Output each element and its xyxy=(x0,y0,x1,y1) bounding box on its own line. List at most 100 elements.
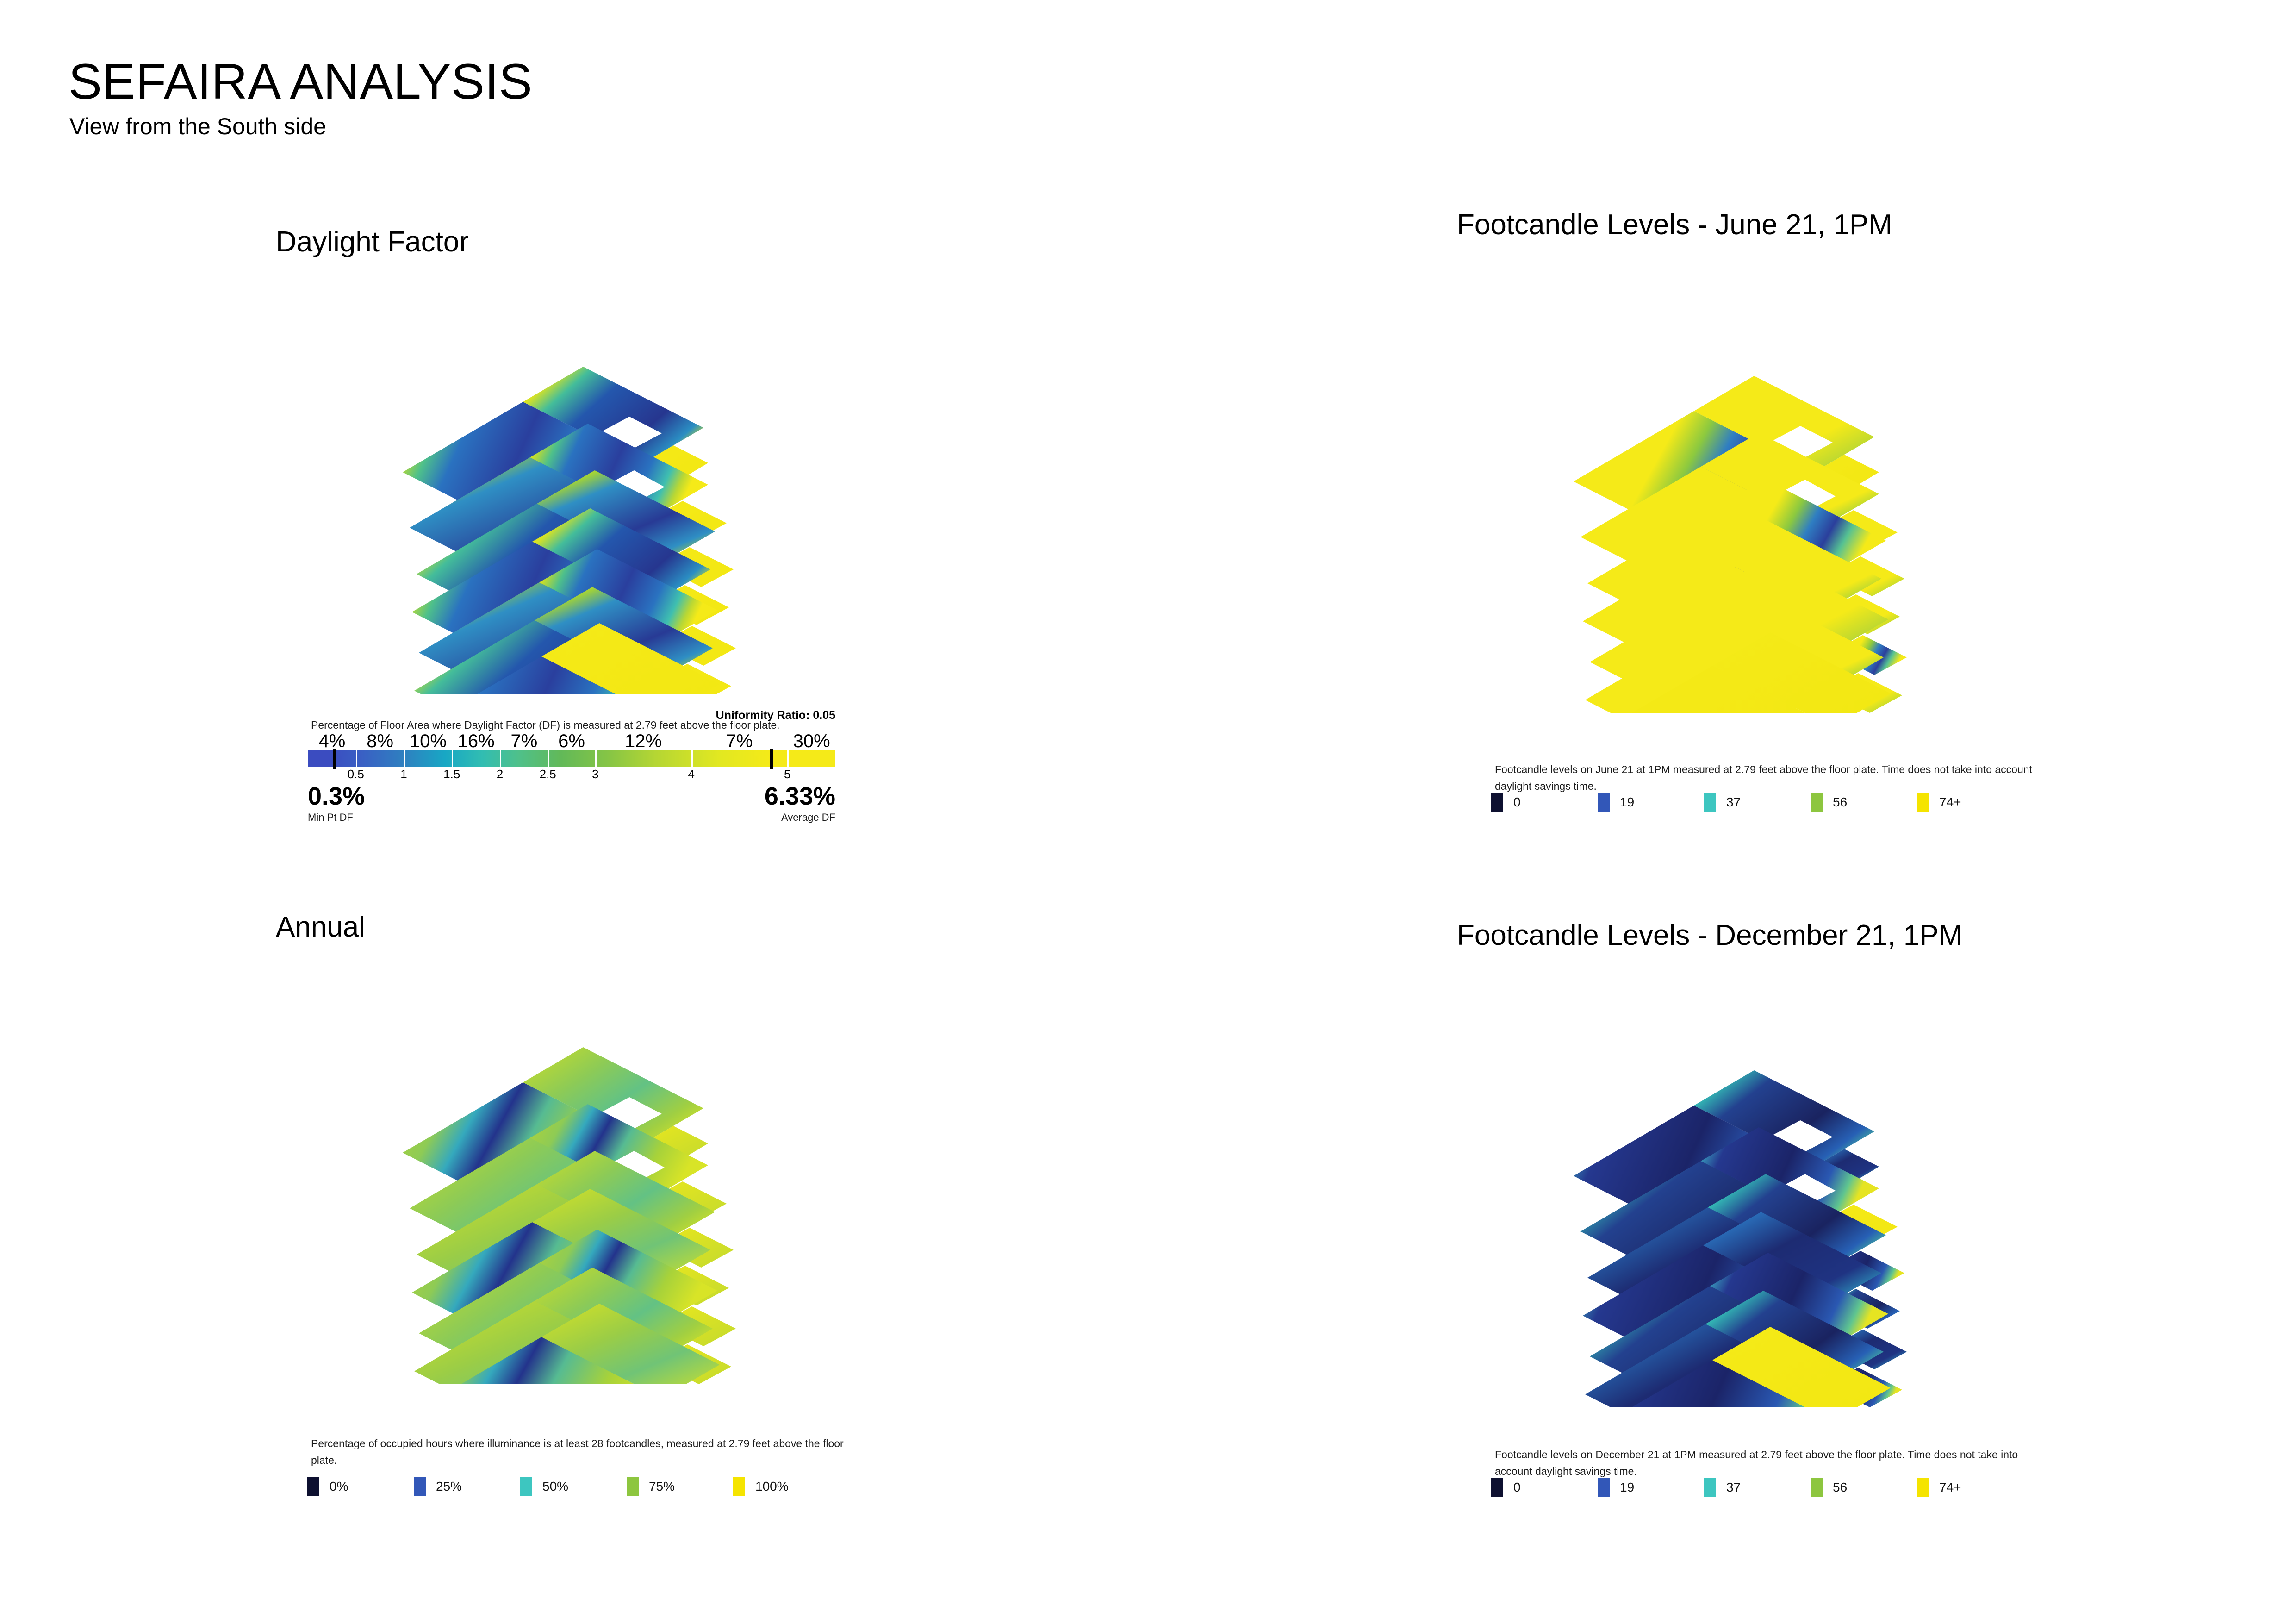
average-value: 6.33% xyxy=(764,782,835,810)
panel-title-daylight-factor: Daylight Factor xyxy=(276,226,469,258)
legend-item: 19 xyxy=(1598,793,1704,812)
colorbar-separator xyxy=(595,750,597,767)
colorbar-endpoint-labels: Min Pt DF Average DF xyxy=(308,812,835,826)
legend-label: 19 xyxy=(1620,1480,1635,1494)
legend-label: 56 xyxy=(1833,1480,1848,1494)
legend-swatch-icon xyxy=(307,1477,319,1496)
colorbar-separator xyxy=(548,750,549,767)
caption-daylight-factor: Percentage of Floor Area where Daylight … xyxy=(311,719,780,731)
legend-item: 100% xyxy=(733,1477,840,1496)
legend-swatch-icon xyxy=(1598,1478,1610,1497)
bin-pct-label: 12% xyxy=(625,731,662,751)
legend-label: 37 xyxy=(1726,795,1741,809)
legend-annual: 0% 25% 50% 75% 100% xyxy=(307,1477,840,1496)
tick-label: 4 xyxy=(688,767,695,781)
legend-label: 25% xyxy=(436,1479,462,1493)
legend-label: 56 xyxy=(1833,795,1848,809)
colorbar-percent-labels: Uniformity Ratio: 0.05 4% 8% 10% 16% 7% … xyxy=(308,709,835,751)
model-footcandle-december xyxy=(1555,1037,1925,1407)
legend-item: 37 xyxy=(1704,1478,1811,1497)
legend-label: 50% xyxy=(542,1479,569,1493)
model-daylight-factor xyxy=(384,324,754,694)
legend-label: 74+ xyxy=(1939,1480,1961,1494)
colorbar-separator xyxy=(499,750,501,767)
daylight-factor-colorbar: Uniformity Ratio: 0.05 4% 8% 10% 16% 7% … xyxy=(308,709,835,826)
legend-item: 0 xyxy=(1491,1478,1598,1497)
floor-plate-stack-annual xyxy=(403,1047,736,1384)
floor-plate xyxy=(460,1304,720,1384)
legend-swatch-icon xyxy=(520,1477,532,1496)
legend-item: 37 xyxy=(1704,793,1811,812)
legend-swatch-icon xyxy=(1704,793,1716,812)
tick-label: 1 xyxy=(400,767,407,781)
legend-label: 19 xyxy=(1620,795,1635,809)
colorbar-separator xyxy=(404,750,405,767)
tick-label: 2.5 xyxy=(539,767,556,781)
legend-item: 0% xyxy=(307,1477,414,1496)
tick-label: 0.5 xyxy=(347,767,364,781)
legend-item: 56 xyxy=(1811,1478,1917,1497)
model-footcandle-june xyxy=(1555,343,1925,713)
legend-swatch-icon xyxy=(1917,1478,1929,1497)
legend-swatch-icon xyxy=(627,1477,639,1496)
colorbar-endpoint-values: 0.3% 6.33% xyxy=(308,784,835,812)
legend-swatch-icon xyxy=(1811,793,1823,812)
min-point-label: Min Pt DF xyxy=(308,812,353,823)
legend-swatch-icon xyxy=(414,1477,426,1496)
page-title: SEFAIRA ANALYSIS xyxy=(68,53,533,109)
legend-swatch-icon xyxy=(1598,793,1610,812)
floor-plate-stack-december xyxy=(1574,1070,1907,1407)
legend-label: 75% xyxy=(649,1479,675,1493)
legend-item: 50% xyxy=(520,1477,627,1496)
legend-swatch-icon xyxy=(1491,1478,1503,1497)
min-point-value: 0.3% xyxy=(308,782,365,810)
tick-label: 5 xyxy=(784,767,791,781)
bin-pct-label: 30% xyxy=(793,731,830,751)
legend-label: 74+ xyxy=(1939,795,1961,809)
floor-plate-stack-df xyxy=(403,367,736,694)
colorbar-separator xyxy=(355,750,357,767)
bin-pct-label: 7% xyxy=(726,731,753,751)
legend-swatch-icon xyxy=(1917,793,1929,812)
legend-label: 37 xyxy=(1726,1480,1741,1494)
legend-item: 74+ xyxy=(1917,1478,2023,1497)
legend-label: 100% xyxy=(755,1479,789,1493)
floor-plate-stack-june xyxy=(1574,376,1907,713)
colorbar-tick-labels: 0.5 1 1.5 2 2.5 3 4 5 xyxy=(308,767,835,784)
bin-pct-label: 16% xyxy=(457,731,495,751)
legend-swatch-icon xyxy=(1811,1478,1823,1497)
colorbar-separator xyxy=(787,750,789,767)
caption-footcandle-december: Footcandle levels on December 21 at 1PM … xyxy=(1495,1449,2018,1477)
legend-swatch-icon xyxy=(1491,793,1503,812)
colorbar-separator xyxy=(691,750,693,767)
legend-label: 0 xyxy=(1513,795,1521,809)
legend-swatch-icon xyxy=(1704,1478,1716,1497)
floor-plate xyxy=(1631,1327,1891,1407)
tick-label: 3 xyxy=(592,767,599,781)
bin-pct-label: 4% xyxy=(318,731,346,751)
legend-item: 75% xyxy=(627,1477,733,1496)
legend-footcandle-december: 0 19 37 56 74+ xyxy=(1491,1478,2023,1497)
model-annual xyxy=(384,1014,754,1384)
floor-plate xyxy=(1631,632,1891,713)
bin-pct-label: 8% xyxy=(367,731,394,751)
legend-item: 25% xyxy=(414,1477,520,1496)
caption-annual: Percentage of occupied hours where illum… xyxy=(311,1437,844,1466)
legend-item: 19 xyxy=(1598,1478,1704,1497)
colorbar-gradient xyxy=(308,749,835,769)
tick-label: 2 xyxy=(496,767,504,781)
legend-label: 0% xyxy=(330,1479,348,1493)
panel-title-annual: Annual xyxy=(276,911,366,943)
legend-label: 0 xyxy=(1513,1480,1521,1494)
caption-footcandle-june: Footcandle levels on June 21 at 1PM meas… xyxy=(1495,763,2032,792)
uniformity-ratio-label: Uniformity Ratio: 0.05 xyxy=(716,709,835,722)
legend-item: 74+ xyxy=(1917,793,2023,812)
panel-title-footcandle-june: Footcandle Levels - June 21, 1PM xyxy=(1457,209,1892,241)
legend-swatch-icon xyxy=(733,1477,745,1496)
bin-pct-label: 7% xyxy=(510,731,538,751)
panel-title-footcandle-december: Footcandle Levels - December 21, 1PM xyxy=(1457,919,1963,951)
bin-pct-label: 10% xyxy=(409,731,447,751)
page-subtitle: View from the South side xyxy=(69,113,326,139)
legend-item: 0 xyxy=(1491,793,1598,812)
